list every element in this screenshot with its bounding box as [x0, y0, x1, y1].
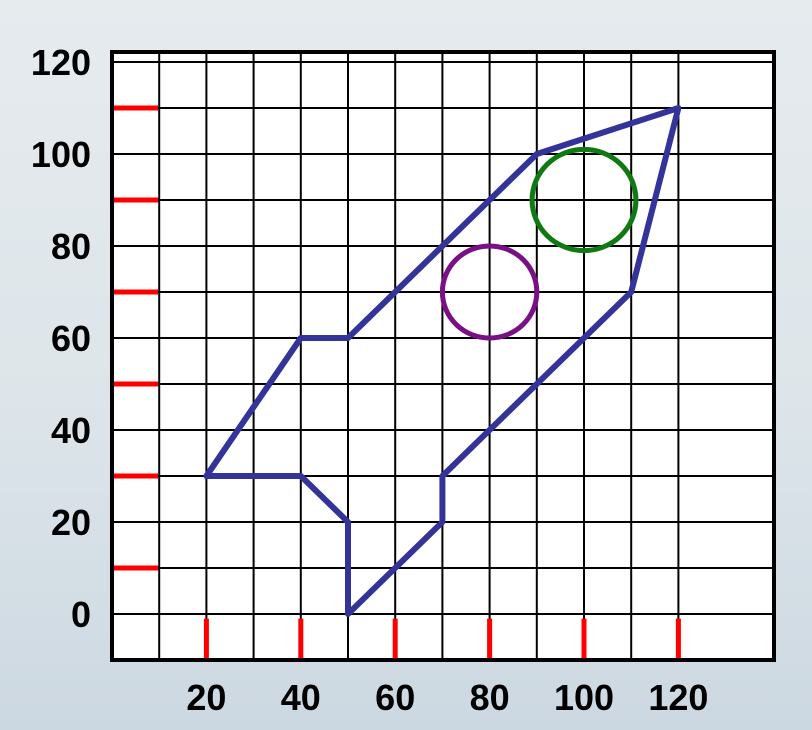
x-tick-label: 60	[375, 677, 415, 718]
green-circle	[529, 146, 639, 254]
purple-circle	[439, 243, 540, 341]
y-tick-label: 0	[71, 594, 91, 635]
y-tick-label: 100	[31, 134, 91, 175]
x-tick-label: 80	[470, 677, 510, 718]
y-tick-label: 40	[51, 410, 91, 451]
y-tick-label: 20	[51, 502, 91, 543]
rocket-outline	[203, 105, 682, 617]
x-tick-label: 20	[186, 677, 226, 718]
y-tick-label: 120	[31, 42, 91, 83]
x-tick-label: 40	[281, 677, 321, 718]
plot-frame	[110, 50, 776, 662]
rocket-shape	[203, 105, 682, 617]
window-circles	[439, 146, 639, 341]
tick-marks	[114, 105, 681, 659]
x-tick-label: 100	[554, 677, 614, 718]
x-tick-label: 120	[648, 677, 708, 718]
tick-labels: 20 40 60 80 100 120 0 20 40 60 80 100 120	[31, 42, 709, 718]
y-tick-label: 60	[51, 318, 91, 359]
y-tick-label: 80	[51, 226, 91, 267]
